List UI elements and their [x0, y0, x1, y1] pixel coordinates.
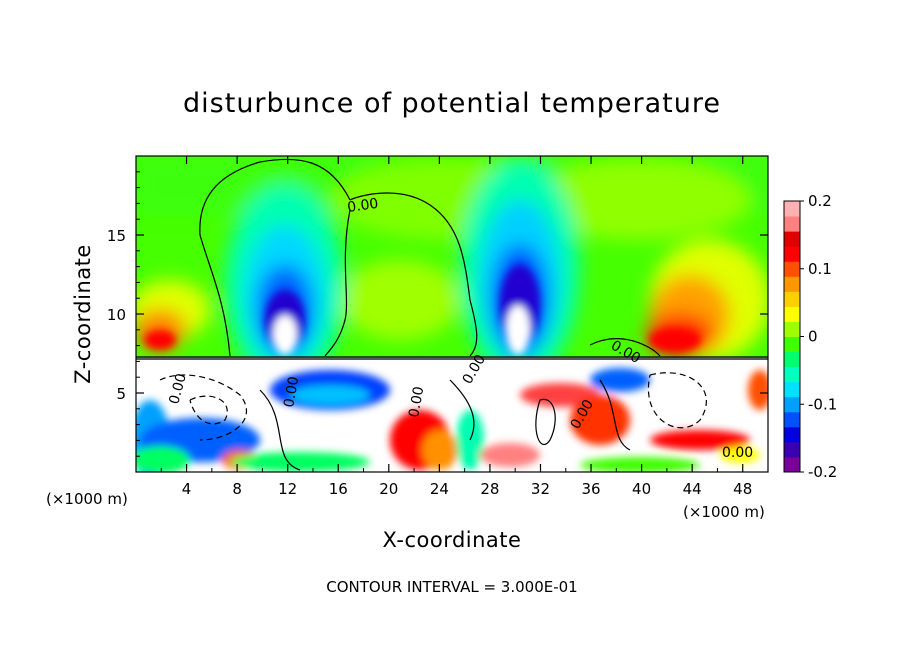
contour-lines: [159, 158, 707, 471]
colorbar: 0.2 0.1 0 -0.1 -0.2: [783, 192, 837, 481]
colorbar-swatch: [784, 306, 800, 322]
y-tick-label: 10: [107, 306, 126, 324]
contour-label: 0.00: [406, 385, 427, 418]
x-tick-label: 32: [531, 480, 550, 498]
colorbar-swatch: [784, 366, 800, 383]
x-tick-label: 24: [430, 480, 449, 498]
contour-label: 0.00: [281, 375, 302, 408]
y-tick-label: 5: [116, 385, 126, 403]
contour-label: 0.00: [346, 196, 379, 216]
colorbar-swatch: [784, 216, 800, 232]
x-tick-label: 28: [480, 480, 499, 498]
jet-cores: [144, 265, 701, 355]
colorbar-tick-label: 0.2: [808, 192, 832, 210]
colorbar-swatch: [784, 246, 800, 262]
colorbar-tick-label: 0.1: [808, 260, 832, 278]
colorbar-swatch: [784, 276, 800, 292]
x-axis-label: X-coordinate: [383, 528, 522, 552]
x-axis: 4 8 12 16 20 24 28 32 36 40 44 48: [160, 156, 752, 498]
colorbar-swatch: [784, 291, 800, 307]
x-tick-label: 48: [733, 480, 752, 498]
y-axis-label: Z-coordinate: [71, 244, 95, 384]
colorbar-swatch: [784, 336, 800, 353]
contour-label: 0.00: [166, 372, 190, 406]
x-tick-label: 8: [232, 480, 242, 498]
x-unit-label-right: (×1000 m): [683, 503, 765, 521]
x-tick-label: 44: [683, 480, 702, 498]
x-unit-label-left: (×1000 m): [46, 490, 128, 508]
colorbar-swatch: [784, 411, 800, 428]
colorbar-tick-label: 0: [808, 328, 818, 346]
chart-title: disturbunce of potential temperature: [183, 88, 721, 119]
colorbar-swatch: [784, 426, 800, 443]
colorbar-swatch: [784, 201, 800, 217]
x-tick-label: 16: [329, 480, 348, 498]
colorbar-swatch: [784, 381, 800, 398]
x-tick-label: 40: [632, 480, 651, 498]
contour-interval-note: CONTOUR INTERVAL = 3.000E-01: [326, 578, 577, 596]
colorbar-swatch: [784, 441, 800, 458]
colorbar-swatch: [784, 396, 800, 413]
contour-label: 0.00: [722, 445, 753, 461]
colorbar-swatch: [784, 321, 800, 337]
x-tick-label: 20: [379, 480, 398, 498]
plot-area: 0.00 0.00 0.00 0.00 0.00 0.00 0.00 0.00: [136, 156, 768, 472]
colorbar-tick-label: -0.2: [808, 463, 837, 481]
colorbar-tick-label: -0.1: [808, 395, 837, 413]
x-tick-label: 36: [581, 480, 600, 498]
colorbar-swatch: [784, 456, 800, 473]
y-axis: 5 10 15: [107, 171, 768, 457]
colorbar-swatch: [784, 261, 800, 277]
colorbar-swatch: [784, 231, 800, 247]
y-tick-label: 15: [107, 227, 126, 245]
x-tick-label: 4: [182, 480, 192, 498]
colorbar-swatch: [784, 351, 800, 368]
x-tick-label: 12: [278, 480, 297, 498]
